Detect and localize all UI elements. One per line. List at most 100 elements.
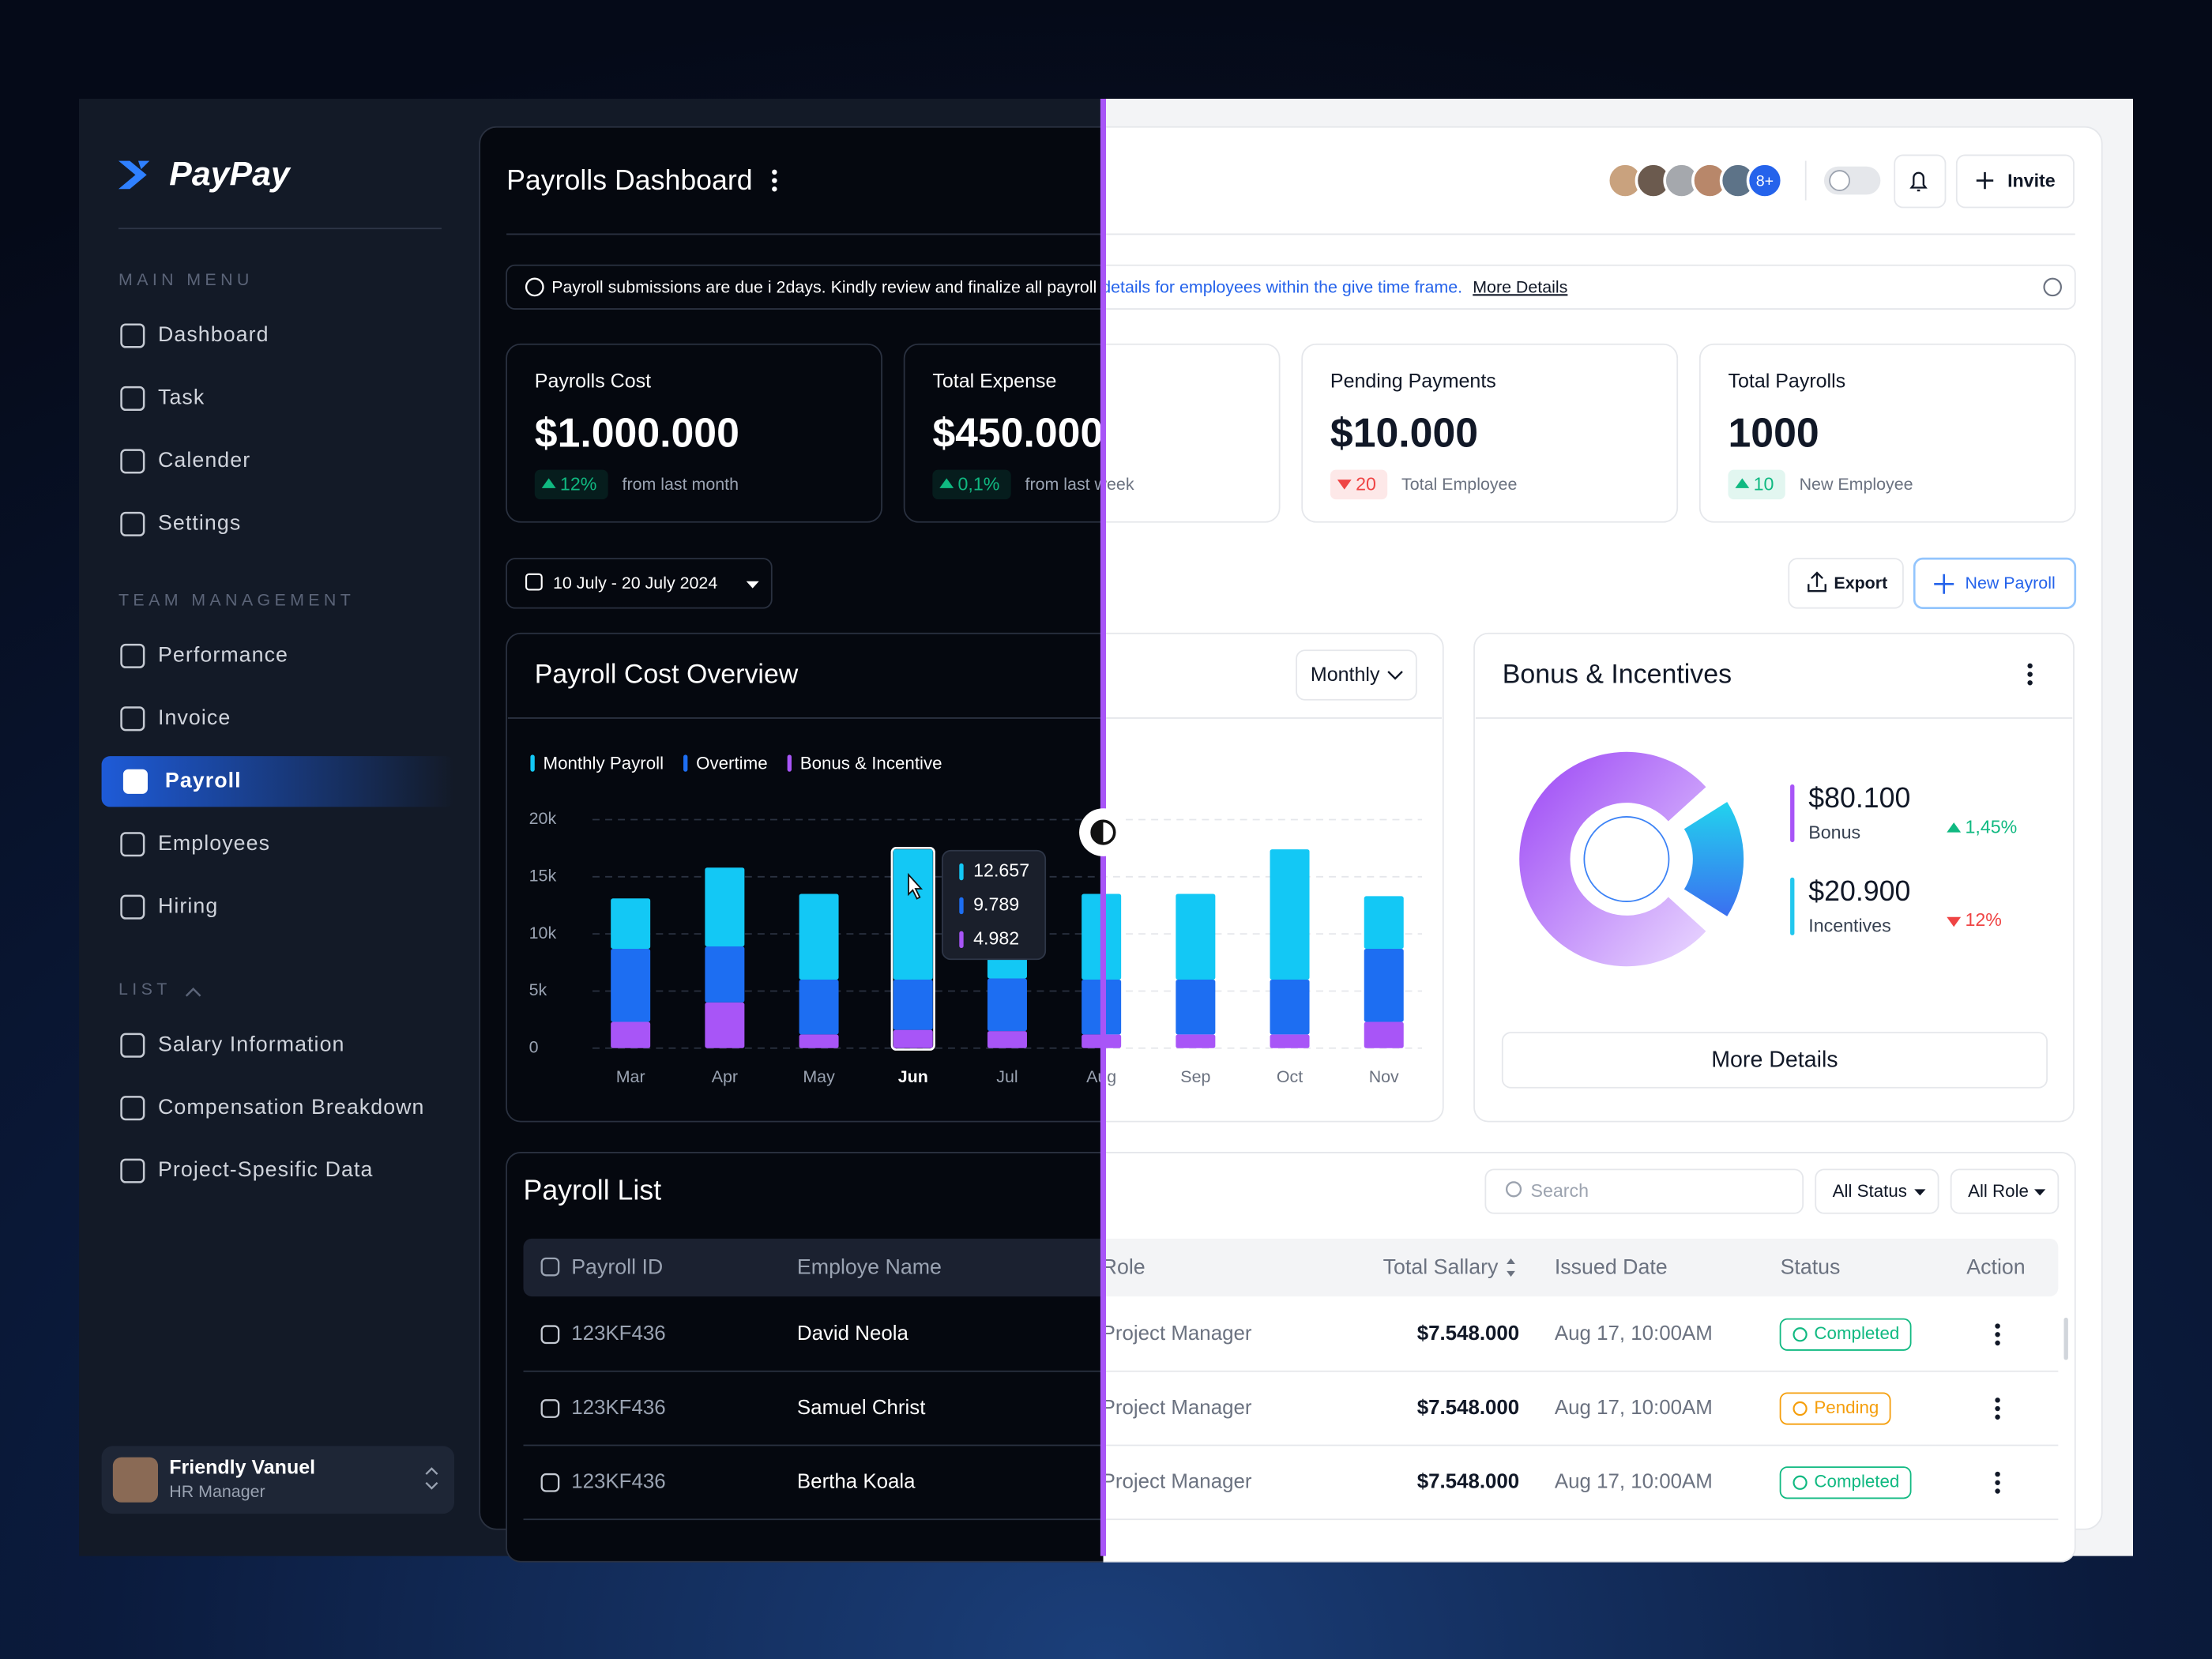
column-header[interactable]: Issued Date bbox=[1555, 1255, 1668, 1278]
cell-date: Aug 17, 10:00AM bbox=[1555, 1397, 1713, 1419]
x-tick-label: Sep bbox=[1180, 1067, 1210, 1086]
row-action[interactable] bbox=[1995, 1398, 2000, 1420]
row-checkbox[interactable] bbox=[540, 1473, 560, 1492]
column-header[interactable]: Payroll ID bbox=[571, 1255, 663, 1278]
export-button[interactable] bbox=[1788, 558, 1904, 609]
bar-segment[interactable] bbox=[1176, 980, 1216, 1035]
column-header[interactable]: Employe Name bbox=[797, 1255, 942, 1278]
bar-segment[interactable] bbox=[1364, 948, 1404, 1022]
stat-note: New Employee bbox=[1800, 475, 1913, 494]
menu-item[interactable]: Calender bbox=[158, 448, 250, 472]
menu-icon bbox=[120, 832, 145, 857]
banner-link[interactable]: More Details bbox=[1473, 277, 1567, 296]
tooltip-value: 12.657 bbox=[973, 860, 1029, 881]
donut-slice[interactable] bbox=[1519, 751, 1706, 967]
row-action[interactable] bbox=[1995, 1471, 2000, 1494]
column-header[interactable]: Total Sallary bbox=[1383, 1255, 1499, 1278]
bar-segment[interactable] bbox=[1176, 893, 1216, 980]
stat-value: $1.000.000 bbox=[535, 409, 739, 455]
bar-segment[interactable] bbox=[611, 898, 651, 949]
menu-item[interactable]: Employees bbox=[158, 831, 270, 855]
avatars[interactable] bbox=[1606, 162, 1784, 199]
filter-select[interactable] bbox=[1815, 1168, 1939, 1214]
cell-id: 123KF436 bbox=[571, 1471, 665, 1493]
stat-value: 1000 bbox=[1729, 409, 1819, 455]
search-icon bbox=[1505, 1181, 1522, 1198]
x-tick-label: Mar bbox=[616, 1067, 645, 1086]
row-checkbox[interactable] bbox=[540, 1325, 560, 1345]
filter-label: All Role bbox=[1968, 1181, 2029, 1201]
bonus-menu[interactable] bbox=[2027, 663, 2033, 686]
menu-item[interactable]: Invoice bbox=[158, 705, 231, 729]
menu-item[interactable]: Compensation Breakdown bbox=[158, 1095, 425, 1119]
menu-item[interactable]: Salary Information bbox=[158, 1032, 344, 1055]
new-payroll-button[interactable] bbox=[1913, 557, 2077, 609]
bar-segment[interactable] bbox=[1176, 1034, 1216, 1048]
header-checkbox bbox=[540, 1257, 560, 1277]
column-header[interactable]: Role bbox=[1102, 1255, 1146, 1278]
menu-item[interactable]: Settings bbox=[158, 510, 241, 534]
bar-segment[interactable] bbox=[1364, 1021, 1404, 1048]
bar-segment[interactable] bbox=[1270, 980, 1310, 1035]
menu-section-title: TEAM MANAGEMENT bbox=[118, 590, 355, 609]
stat-change: 12% bbox=[560, 473, 596, 494]
trend-down-icon bbox=[1337, 480, 1352, 490]
stat-label: Pending Payments bbox=[1330, 371, 1496, 393]
date-picker[interactable] bbox=[506, 558, 773, 609]
banner-close[interactable] bbox=[2043, 277, 2062, 297]
stat-badge bbox=[1728, 469, 1785, 500]
column-header[interactable]: Status bbox=[1781, 1255, 1841, 1278]
row-action[interactable] bbox=[1995, 1323, 2000, 1346]
menu-item[interactable]: Project-Spesific Data bbox=[158, 1157, 373, 1181]
bar-segment[interactable] bbox=[799, 1034, 839, 1048]
scrollbar[interactable] bbox=[2063, 1317, 2068, 1360]
menu-icon bbox=[122, 769, 148, 794]
title-menu[interactable] bbox=[772, 169, 777, 192]
action-dot bbox=[1995, 1332, 2000, 1337]
bar-segment[interactable] bbox=[611, 948, 651, 1022]
search-box[interactable] bbox=[1484, 1168, 1804, 1214]
menu-section-title: LIST bbox=[118, 980, 171, 999]
user-card[interactable] bbox=[101, 1446, 455, 1514]
notification-button[interactable] bbox=[1894, 154, 1947, 209]
menu-item[interactable]: Hiring bbox=[158, 893, 218, 917]
bar-segment[interactable] bbox=[893, 1029, 933, 1048]
donut-slice[interactable] bbox=[1683, 802, 1744, 916]
bar-segment[interactable] bbox=[893, 849, 933, 980]
row-checkbox[interactable] bbox=[540, 1399, 560, 1418]
bar-segment[interactable] bbox=[1364, 896, 1404, 949]
list-chevron[interactable] bbox=[185, 988, 201, 997]
y-tick-label: 0 bbox=[529, 1037, 539, 1056]
bar-segment[interactable] bbox=[987, 1031, 1027, 1048]
bar-segment[interactable] bbox=[987, 978, 1027, 1032]
bar-segment[interactable] bbox=[705, 1002, 745, 1048]
column-header[interactable]: Action bbox=[1966, 1255, 2025, 1278]
invite-label: Invite bbox=[2007, 170, 2056, 190]
period-select[interactable] bbox=[1296, 649, 1417, 701]
bar-segment[interactable] bbox=[799, 893, 839, 980]
bar-segment[interactable] bbox=[611, 1021, 651, 1048]
stat-value: $10.000 bbox=[1330, 409, 1478, 455]
stat-label: Payrolls Cost bbox=[535, 371, 651, 393]
bonus-label: Incentives bbox=[1808, 915, 1890, 935]
menu-item[interactable]: Dashboard bbox=[158, 322, 269, 346]
cell-name: Samuel Christ bbox=[797, 1397, 926, 1419]
bar-segment[interactable] bbox=[1270, 1034, 1310, 1048]
bonus-more-button[interactable] bbox=[1501, 1032, 2048, 1089]
menu-section-title: MAIN MENU bbox=[118, 270, 254, 289]
info-icon bbox=[525, 277, 544, 297]
bar-segment[interactable] bbox=[705, 867, 745, 947]
menu-item[interactable]: Performance bbox=[158, 642, 288, 666]
user-avatar bbox=[112, 1457, 158, 1503]
bar-segment[interactable] bbox=[893, 980, 933, 1030]
bar-segment[interactable] bbox=[1270, 849, 1310, 980]
filter-select[interactable] bbox=[1950, 1168, 2060, 1214]
invite-button[interactable] bbox=[1955, 154, 2075, 209]
filter-label: All Status bbox=[1833, 1181, 1907, 1201]
menu-item[interactable]: Task bbox=[158, 386, 205, 409]
bar-segment[interactable] bbox=[705, 946, 745, 1003]
menu-item[interactable]: Payroll bbox=[165, 768, 242, 792]
bar-segment[interactable] bbox=[799, 980, 839, 1035]
menu-active-bg[interactable] bbox=[101, 756, 455, 807]
stat-value: $450.000 bbox=[932, 409, 1103, 455]
